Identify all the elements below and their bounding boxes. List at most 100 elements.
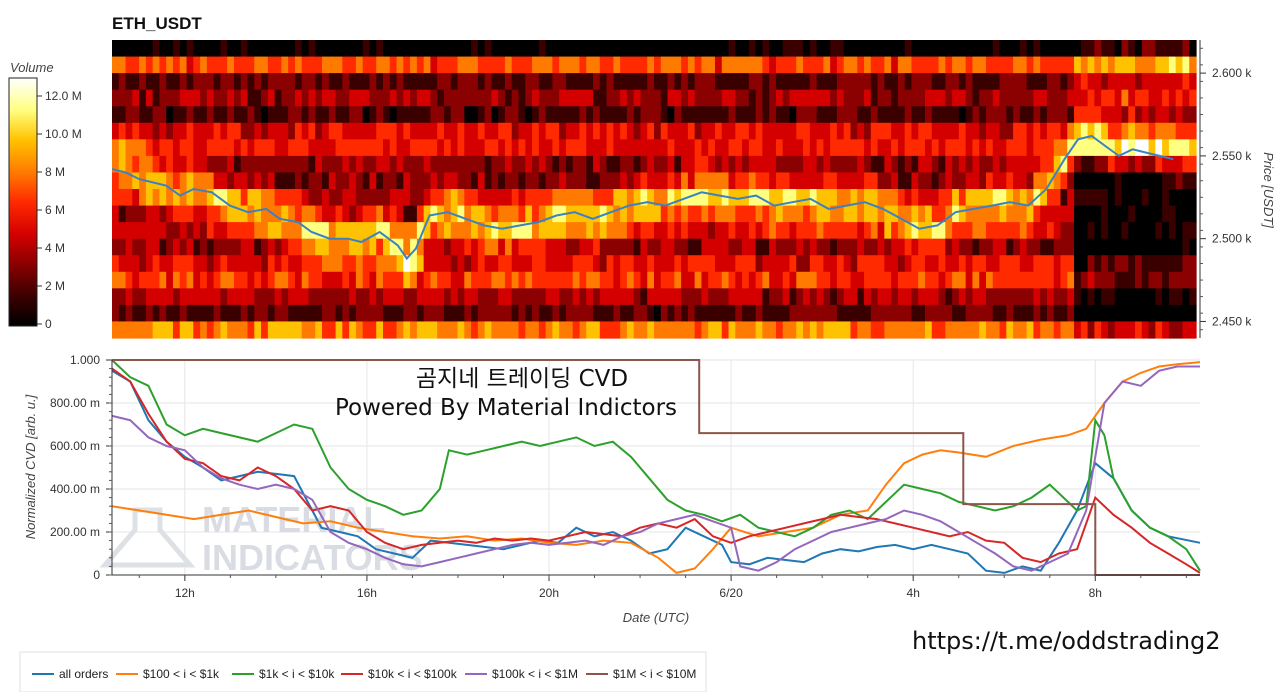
heatmap-cell	[654, 205, 662, 223]
heatmap-cell	[714, 106, 723, 124]
heatmap-cell	[735, 139, 743, 157]
heatmap-cell	[1155, 304, 1163, 323]
heatmap-cell	[193, 73, 201, 91]
heatmap-cell	[538, 122, 547, 140]
heatmap-cell	[132, 155, 140, 174]
heatmap-cell	[328, 271, 337, 289]
heatmap-cell	[972, 189, 980, 207]
heatmap-cell	[992, 238, 1001, 256]
heatmap-cell	[545, 122, 553, 140]
heatmap-cell	[667, 40, 675, 58]
heatmap-cell	[1107, 321, 1116, 339]
heatmap-cell	[532, 255, 540, 273]
heatmap-cell	[362, 222, 371, 240]
heatmap-cell	[559, 255, 567, 273]
heatmap-cell	[985, 288, 994, 306]
heatmap-cell	[186, 321, 194, 339]
heatmap-cell	[782, 89, 791, 107]
heatmap-cell	[904, 304, 913, 323]
heatmap-cell	[172, 56, 181, 74]
heatmap-cell	[484, 40, 493, 58]
heatmap-cell	[1013, 56, 1021, 74]
heatmap-cell	[1114, 155, 1123, 174]
heatmap-cell	[620, 89, 628, 107]
heatmap-cell	[1080, 205, 1089, 223]
heatmap-cell	[681, 172, 689, 190]
heatmap-cell	[850, 139, 858, 157]
heatmap-cell	[864, 40, 872, 58]
heatmap-cell	[626, 288, 635, 306]
heatmap-cell	[1148, 321, 1156, 339]
heatmap-cell	[559, 321, 567, 339]
heatmap-cell	[437, 189, 445, 207]
telegram-link[interactable]: https://t.me/oddstrading2	[912, 627, 1221, 655]
heatmap-cell	[471, 321, 479, 339]
heatmap-cell	[1121, 321, 1129, 339]
heatmap-cell	[864, 106, 872, 124]
heatmap-cell	[782, 304, 791, 323]
heatmap-cell	[457, 304, 465, 323]
heatmap-cell	[532, 189, 540, 207]
heatmap-cell	[633, 89, 642, 107]
heatmap-cell	[735, 205, 743, 223]
heatmap-cell	[606, 155, 614, 174]
heatmap-cell	[376, 89, 384, 107]
heatmap-cell	[789, 271, 797, 289]
heatmap-cell	[213, 56, 222, 74]
heatmap-cell	[112, 189, 120, 207]
heatmap-cell	[532, 304, 540, 323]
heatmap-cell	[274, 73, 282, 91]
heatmap-cell	[654, 122, 662, 140]
heatmap-cell	[667, 288, 675, 306]
heatmap-cell	[1148, 189, 1156, 207]
heatmap-cell	[1155, 122, 1163, 140]
heatmap-cell	[200, 222, 208, 240]
heatmap-cell	[200, 238, 208, 256]
heatmap-cell	[308, 106, 316, 124]
heatmap-cell	[227, 139, 235, 157]
heatmap-cell	[782, 189, 791, 207]
heatmap-cell	[362, 288, 371, 306]
heatmap-cell	[498, 40, 506, 58]
heatmap-cell	[593, 40, 601, 58]
heatmap-cell	[322, 255, 330, 273]
heatmap-cell	[491, 139, 499, 157]
heatmap-cell	[342, 321, 350, 339]
heatmap-cell	[965, 288, 974, 306]
heatmap-cell	[261, 271, 269, 289]
heatmap-cell	[206, 106, 215, 124]
heatmap-cell	[328, 304, 337, 323]
heatmap-cell	[443, 89, 452, 107]
heatmap-cell	[1168, 238, 1177, 256]
heatmap-cell	[227, 172, 235, 190]
heatmap-cell	[1013, 40, 1021, 58]
heatmap-cell	[389, 288, 398, 306]
heatmap-cell	[349, 321, 357, 339]
heatmap-cell	[1182, 73, 1190, 91]
heatmap-cell	[1162, 172, 1170, 190]
heatmap-cell	[383, 222, 391, 240]
watermark-line2: INDICATORS	[202, 537, 423, 578]
heatmap-cell	[159, 321, 167, 339]
heatmap-cell	[1026, 304, 1035, 323]
heatmap-cell	[1189, 238, 1197, 256]
heatmap-cell	[1135, 288, 1143, 306]
heatmap-cell	[640, 89, 648, 107]
heatmap-cell	[443, 106, 452, 124]
heatmap-cell	[1121, 56, 1129, 74]
heatmap-cell	[1121, 304, 1129, 323]
heatmap-cell	[816, 238, 824, 256]
heatmap-cell	[254, 155, 262, 174]
heatmap-cell	[227, 122, 235, 140]
heatmap-cell	[694, 56, 703, 74]
heatmap-cell	[220, 304, 228, 323]
heatmap-cell	[1101, 205, 1109, 223]
heatmap-cell	[721, 321, 730, 339]
heatmap-cell	[1135, 106, 1143, 124]
heatmap-cell	[843, 288, 852, 306]
heatmap-cell	[586, 238, 594, 256]
heatmap-cell	[518, 255, 526, 273]
heatmap-cell	[728, 106, 736, 124]
heatmap-cell	[796, 155, 804, 174]
heatmap-cell	[565, 122, 574, 140]
